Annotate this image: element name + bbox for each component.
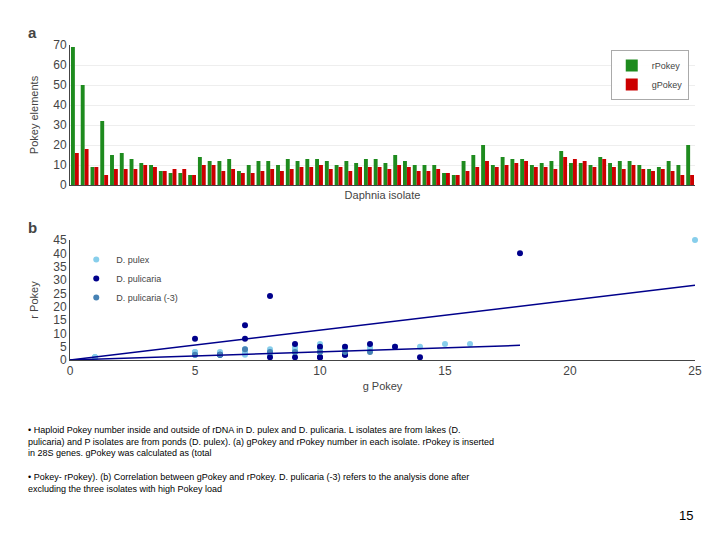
svg-text:rPokey: rPokey (652, 61, 681, 71)
svg-text:a: a (28, 24, 37, 41)
svg-text:50: 50 (53, 78, 67, 92)
svg-text:0: 0 (67, 364, 74, 378)
svg-text:10: 10 (53, 327, 67, 341)
svg-text:D. pulex: D. pulex (116, 255, 150, 265)
svg-text:b: b (28, 219, 37, 236)
svg-text:0: 0 (60, 178, 67, 192)
svg-text:60: 60 (53, 58, 67, 72)
svg-text:40: 40 (53, 247, 67, 261)
svg-text:20: 20 (53, 138, 67, 152)
svg-text:25: 25 (688, 364, 702, 378)
svg-text:45: 45 (53, 233, 67, 247)
svg-text:Daphnia isolate: Daphnia isolate (345, 189, 421, 201)
svg-text:15: 15 (679, 508, 693, 523)
svg-text:• Pokey- rPokey). (b) Correlat: • Pokey- rPokey). (b) Correlation betwee… (28, 472, 469, 494)
svg-text:10: 10 (313, 364, 327, 378)
svg-text:35: 35 (53, 260, 67, 274)
svg-text:r Pokey: r Pokey (28, 281, 40, 319)
svg-text:gPokey: gPokey (652, 80, 683, 90)
svg-text:20: 20 (563, 364, 577, 378)
svg-text:15: 15 (53, 313, 67, 327)
svg-text:5: 5 (192, 364, 199, 378)
svg-text:D. pulicaria: D. pulicaria (116, 274, 161, 284)
svg-text:70: 70 (53, 38, 67, 52)
svg-text:• Haploid Pokey number inside: • Haploid Pokey number inside and outsid… (28, 425, 494, 458)
svg-text:15: 15 (438, 364, 452, 378)
svg-text:5: 5 (60, 340, 67, 354)
svg-text:Pokey elements: Pokey elements (28, 75, 40, 154)
svg-text:30: 30 (53, 118, 67, 132)
svg-text:25: 25 (53, 287, 67, 301)
svg-text:D. pulicaria (-3): D. pulicaria (-3) (116, 293, 178, 303)
svg-text:g Pokey: g Pokey (363, 380, 403, 392)
svg-text:10: 10 (53, 158, 67, 172)
svg-text:0: 0 (60, 353, 67, 367)
svg-text:40: 40 (53, 98, 67, 112)
svg-text:20: 20 (53, 300, 67, 314)
svg-text:30: 30 (53, 273, 67, 287)
